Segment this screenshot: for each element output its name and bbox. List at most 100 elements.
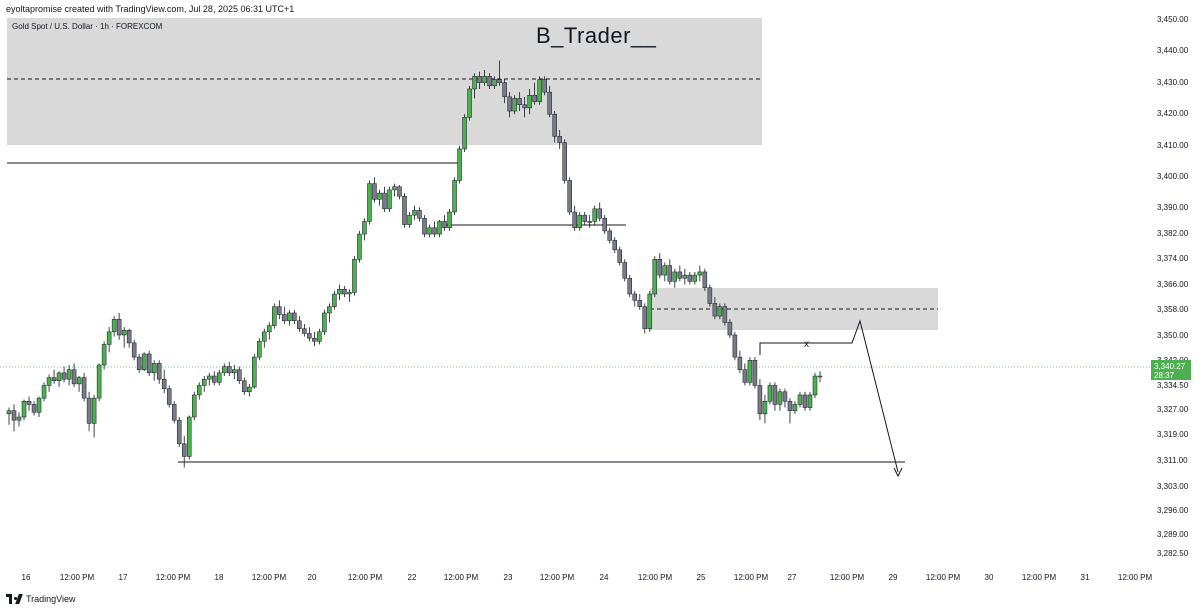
candle-bear[interactable] bbox=[181, 443, 187, 457]
candle-bear[interactable] bbox=[166, 388, 172, 405]
tradingview-brand[interactable]: TradingView bbox=[6, 593, 76, 605]
candle-bear[interactable] bbox=[542, 79, 547, 93]
candle-bull[interactable] bbox=[792, 404, 798, 411]
candle-bull[interactable] bbox=[817, 375, 823, 378]
candle-bull[interactable] bbox=[21, 400, 27, 418]
candle-bear[interactable] bbox=[772, 385, 778, 405]
price-axis[interactable]: 3,450.00 3,440.00 3,430.00 3,420.00 3,410.00… bbox=[1157, 15, 1189, 558]
candle-bear[interactable] bbox=[51, 377, 57, 381]
candle-bull[interactable] bbox=[91, 397, 97, 424]
candle-bull[interactable] bbox=[46, 377, 52, 386]
candle-bull[interactable] bbox=[141, 353, 147, 370]
candle-bull[interactable] bbox=[472, 76, 477, 90]
candle-bull[interactable] bbox=[201, 378, 207, 386]
candle-bull[interactable] bbox=[16, 416, 22, 421]
candle-bull[interactable] bbox=[327, 306, 332, 314]
candle-bear[interactable] bbox=[26, 400, 32, 405]
candle-bull[interactable] bbox=[56, 372, 62, 381]
candle-bear[interactable] bbox=[737, 356, 743, 370]
candle-bull[interactable] bbox=[537, 79, 542, 102]
candle-bear[interactable] bbox=[277, 306, 282, 315]
candle-bull[interactable] bbox=[647, 293, 653, 329]
candle-bull[interactable] bbox=[387, 189, 392, 210]
candle-bear[interactable] bbox=[622, 262, 628, 279]
candle-bull[interactable] bbox=[121, 330, 127, 336]
candle-bear[interactable] bbox=[522, 104, 527, 109]
candle-bull[interactable] bbox=[6, 410, 12, 415]
candle-bull[interactable] bbox=[592, 208, 597, 222]
candle-bull[interactable] bbox=[452, 180, 457, 213]
candle-bear[interactable] bbox=[81, 377, 87, 399]
candle-bear[interactable] bbox=[602, 218, 607, 232]
projection-path[interactable] bbox=[759, 319, 899, 473]
candle-bull[interactable] bbox=[577, 214, 582, 229]
candle-bear[interactable] bbox=[302, 328, 307, 334]
candle-bull[interactable] bbox=[492, 79, 497, 87]
candle-bull[interactable] bbox=[682, 274, 688, 279]
candle-bear[interactable] bbox=[702, 271, 708, 288]
candle-bull[interactable] bbox=[101, 344, 107, 366]
candle-bull[interactable] bbox=[467, 88, 472, 118]
candle-bear[interactable] bbox=[297, 320, 302, 329]
candle-bull[interactable] bbox=[317, 331, 322, 342]
candle-bear[interactable] bbox=[237, 369, 242, 381]
candle-bear[interactable] bbox=[227, 366, 232, 374]
candle-bull[interactable] bbox=[512, 98, 517, 112]
candle-bull[interactable] bbox=[762, 400, 768, 415]
candle-bear[interactable] bbox=[557, 136, 562, 143]
candle-bear[interactable] bbox=[712, 303, 718, 317]
candle-bull[interactable] bbox=[807, 394, 813, 408]
candle-bull[interactable] bbox=[777, 391, 783, 405]
candle-bull[interactable] bbox=[392, 186, 397, 191]
candle-bear[interactable] bbox=[342, 289, 347, 295]
candle-bear[interactable] bbox=[146, 353, 152, 374]
candle-bear[interactable] bbox=[752, 359, 758, 386]
candle-bear[interactable] bbox=[642, 306, 648, 329]
candle-bull[interactable] bbox=[287, 312, 292, 322]
candle-bear[interactable] bbox=[687, 274, 693, 282]
candle-bear[interactable] bbox=[727, 322, 733, 336]
candle-bear[interactable] bbox=[607, 230, 612, 241]
candle-bear[interactable] bbox=[131, 342, 137, 358]
candle-bear[interactable] bbox=[212, 375, 217, 383]
candle-bull[interactable] bbox=[206, 375, 212, 380]
candle-bear[interactable] bbox=[477, 76, 482, 83]
candle-bear[interactable] bbox=[372, 183, 377, 200]
candle-bear[interactable] bbox=[11, 410, 17, 421]
candle-bear[interactable] bbox=[742, 369, 748, 383]
candle-bear[interactable] bbox=[632, 293, 638, 301]
candle-bull[interactable] bbox=[252, 356, 257, 388]
candle-bull[interactable] bbox=[232, 369, 237, 374]
candle-bear[interactable] bbox=[176, 419, 182, 445]
candle-bear[interactable] bbox=[31, 404, 37, 413]
candle-bull[interactable] bbox=[41, 385, 47, 399]
candle-bull[interactable] bbox=[186, 416, 192, 457]
candle-bull[interactable] bbox=[437, 221, 442, 235]
candle-bear[interactable] bbox=[552, 113, 557, 137]
candle-bear[interactable] bbox=[547, 91, 552, 115]
candle-bull[interactable] bbox=[352, 259, 357, 293]
candle-bear[interactable] bbox=[307, 333, 312, 339]
candle-bear[interactable] bbox=[61, 372, 67, 380]
candle-bear[interactable] bbox=[242, 380, 247, 393]
candle-bull[interactable] bbox=[106, 331, 112, 345]
candle-bear[interactable] bbox=[442, 221, 447, 229]
candle-bear[interactable] bbox=[86, 397, 92, 424]
candle-bull[interactable] bbox=[367, 183, 372, 222]
candle-bull[interactable] bbox=[427, 227, 432, 235]
candle-bear[interactable] bbox=[161, 378, 167, 389]
candle-bear[interactable] bbox=[312, 337, 317, 342]
candle-bear[interactable] bbox=[292, 312, 297, 322]
candle-bull[interactable] bbox=[797, 394, 803, 405]
candle-bull[interactable] bbox=[697, 271, 703, 276]
candle-bull[interactable] bbox=[151, 363, 157, 374]
candle-bear[interactable] bbox=[657, 259, 663, 276]
candle-bull[interactable] bbox=[262, 331, 267, 342]
candle-bull[interactable] bbox=[36, 397, 42, 413]
supply-zone-upper[interactable] bbox=[7, 18, 762, 145]
candle-bear[interactable] bbox=[582, 214, 587, 222]
candle-bull[interactable] bbox=[66, 369, 72, 380]
candle-bull[interactable] bbox=[247, 386, 252, 393]
candle-bear[interactable] bbox=[627, 277, 633, 295]
